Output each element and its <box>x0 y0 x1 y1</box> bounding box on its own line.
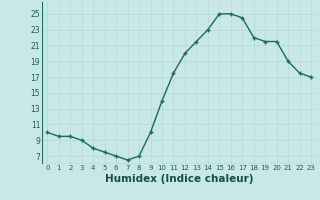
X-axis label: Humidex (Indice chaleur): Humidex (Indice chaleur) <box>105 174 253 184</box>
